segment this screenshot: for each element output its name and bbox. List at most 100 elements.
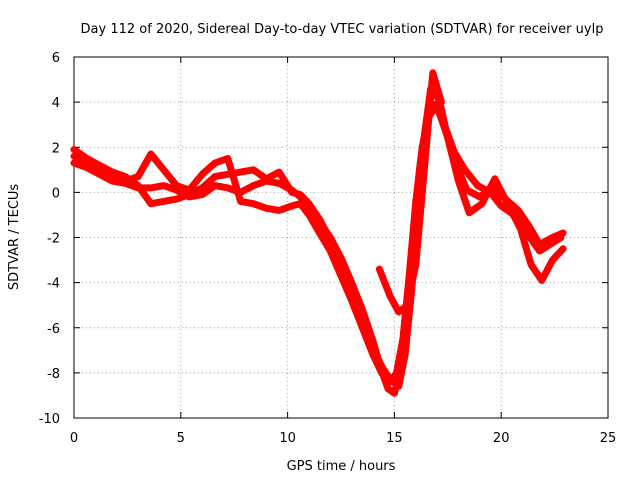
data-point: [370, 345, 377, 352]
x-tick-label: 15: [386, 431, 403, 446]
data-point: [560, 229, 567, 236]
data-point: [147, 151, 154, 158]
data-point: [71, 146, 77, 153]
data-point: [160, 198, 167, 205]
data-point: [224, 171, 231, 178]
data-point: [455, 178, 462, 185]
data-point: [461, 166, 468, 173]
data-point: [338, 257, 344, 264]
data-point: [250, 166, 257, 173]
y-tick-label: -6: [47, 322, 60, 337]
data-point: [135, 173, 142, 180]
x-tick-label: 20: [493, 431, 510, 446]
y-tick-label: -4: [47, 277, 60, 292]
data-point: [224, 155, 231, 162]
data-point: [327, 236, 334, 243]
data-point: [305, 200, 312, 207]
data-point: [199, 171, 206, 178]
data-point: [387, 293, 394, 300]
data-point: [404, 302, 411, 309]
data-point: [211, 160, 218, 167]
data-point: [160, 166, 167, 173]
data-point: [391, 390, 398, 397]
y-tick-label: 4: [52, 96, 60, 111]
data-point: [478, 200, 485, 207]
data-point: [211, 173, 218, 180]
y-tick-label: 6: [52, 51, 60, 66]
data-point: [474, 182, 481, 189]
data-point: [549, 257, 556, 264]
data-point: [109, 175, 116, 182]
data-point: [517, 225, 524, 232]
data-point: [305, 211, 312, 218]
data-point: [250, 182, 257, 189]
y-tick-label: -10: [39, 412, 60, 427]
data-point: [560, 245, 567, 252]
data-point: [297, 200, 304, 207]
data-point: [297, 191, 304, 198]
data-point: [384, 385, 391, 392]
data-point: [147, 184, 154, 191]
data-point: [263, 175, 270, 182]
data-point: [224, 184, 231, 191]
y-tick-label: 0: [52, 186, 60, 201]
data-point: [528, 261, 535, 268]
series-track-4: [375, 69, 445, 316]
data-point: [173, 196, 180, 203]
data-point: [276, 169, 283, 176]
data-point: [288, 189, 295, 196]
data-point: [429, 69, 436, 76]
data-point: [71, 153, 77, 160]
data-point: [387, 376, 394, 383]
data-point: [348, 286, 355, 293]
series-track-1: [70, 100, 565, 397]
data-point: [412, 261, 419, 268]
data-point: [135, 182, 142, 189]
data-point: [276, 180, 283, 187]
data-point: [96, 162, 103, 169]
data-point: [237, 198, 244, 205]
data-point: [316, 229, 323, 236]
data-point: [250, 200, 257, 207]
data-point: [525, 223, 532, 230]
data-point: [376, 266, 383, 273]
data-point: [173, 182, 180, 189]
data-point: [71, 160, 77, 167]
series-line: [70, 100, 565, 397]
data-point: [276, 207, 283, 214]
data-point: [199, 191, 206, 198]
data-point: [444, 135, 451, 142]
series-line: [70, 103, 567, 386]
data-point: [402, 351, 409, 358]
data-point: [395, 308, 402, 315]
data-point: [199, 184, 206, 191]
data-point: [122, 173, 129, 180]
data-point: [288, 202, 295, 209]
data-point: [378, 363, 385, 370]
data-point: [438, 99, 445, 106]
data-series: [70, 69, 567, 397]
data-point: [491, 175, 498, 182]
data-point: [109, 169, 116, 176]
grid: [74, 57, 608, 418]
data-point: [316, 216, 323, 223]
y-tick-label: -2: [47, 232, 60, 247]
data-point: [466, 209, 473, 216]
y-axis-label: SDTVAR / TECUs: [7, 184, 22, 291]
data-point: [549, 234, 556, 241]
data-point: [359, 315, 366, 322]
data-point: [338, 272, 344, 279]
data-point: [536, 241, 543, 248]
data-point: [186, 191, 193, 198]
data-point: [504, 200, 511, 207]
data-point: [536, 248, 543, 255]
data-point: [395, 383, 402, 390]
x-axis-label: GPS time / hours: [287, 459, 396, 474]
data-point: [160, 182, 167, 189]
data-point: [498, 202, 505, 209]
data-point: [538, 277, 545, 284]
x-tick-label: 25: [600, 431, 617, 446]
chart-title: Day 112 of 2020, Sidereal Day-to-day VTE…: [81, 22, 604, 37]
data-point: [147, 200, 154, 207]
